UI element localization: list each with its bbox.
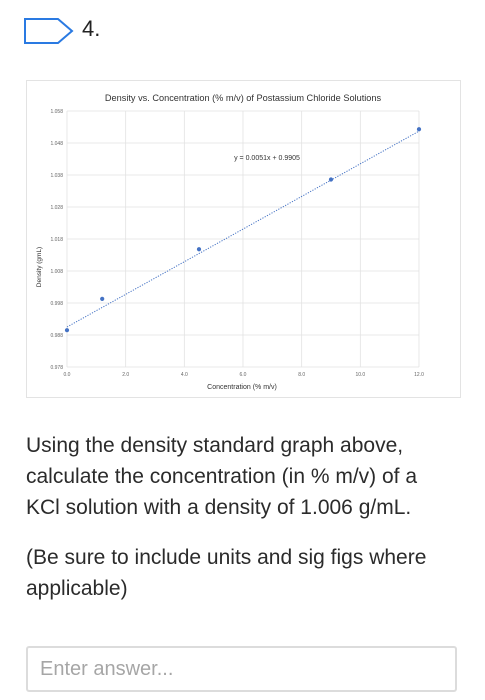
chart-title: Density vs. Concentration (% m/v) of Pos… <box>105 93 382 103</box>
question-number: 4. <box>82 16 101 41</box>
data-point <box>328 177 334 182</box>
flag-shape <box>24 18 74 44</box>
question-prompt: Using the density standard graph above, … <box>26 434 418 519</box>
answer-input[interactable] <box>26 646 457 692</box>
chart-tick-labels: 0.0 2.0 4.0 6.0 8.0 10.0 12.0 0.978 0.988 0.998 1.… <box>50 109 424 378</box>
chart-points <box>64 127 422 333</box>
chart-trendline <box>66 130 420 328</box>
x-tick-label: 2.0 <box>122 372 129 378</box>
density-chart: 0.0 2.0 4.0 6.0 8.0 10.0 12.0 0.978 0.988 0.998 1.… <box>26 80 461 398</box>
x-tick-label: 12.0 <box>414 372 424 378</box>
y-tick-label: 1.028 <box>50 205 63 211</box>
y-axis-label: Density (gmL) <box>36 247 43 287</box>
data-point <box>196 247 202 252</box>
x-tick-label: 6.0 <box>240 372 247 378</box>
y-tick-label: 1.008 <box>50 269 63 275</box>
trendline-equation: y = 0.0051x + 0.9905 <box>234 155 300 162</box>
y-tick-label: 1.058 <box>50 109 63 115</box>
bookmark-flag-icon[interactable] <box>24 18 74 44</box>
y-tick-label: 1.038 <box>50 173 63 179</box>
x-tick-label: 8.0 <box>298 372 305 378</box>
x-tick-label: 4.0 <box>181 372 188 378</box>
y-tick-label: 1.048 <box>50 141 63 147</box>
y-tick-label: 0.988 <box>50 333 63 339</box>
x-tick-label: 0.0 <box>64 372 71 378</box>
x-axis-label: Concentration (% m/v) <box>207 384 277 391</box>
data-point <box>100 296 105 301</box>
question-hint: (Be sure to include units and sig figs w… <box>26 546 427 600</box>
data-point <box>416 127 422 132</box>
y-tick-label: 0.998 <box>50 301 63 307</box>
y-tick-label: 1.018 <box>50 237 63 243</box>
data-point <box>64 328 70 333</box>
x-tick-label: 10.0 <box>355 372 365 378</box>
trendline <box>66 130 420 328</box>
y-tick-label: 0.978 <box>50 365 63 371</box>
chart-svg: 0.0 2.0 4.0 6.0 8.0 10.0 12.0 0.978 0.988 0.998 1.… <box>36 93 424 391</box>
chart-gridlines <box>66 110 420 368</box>
